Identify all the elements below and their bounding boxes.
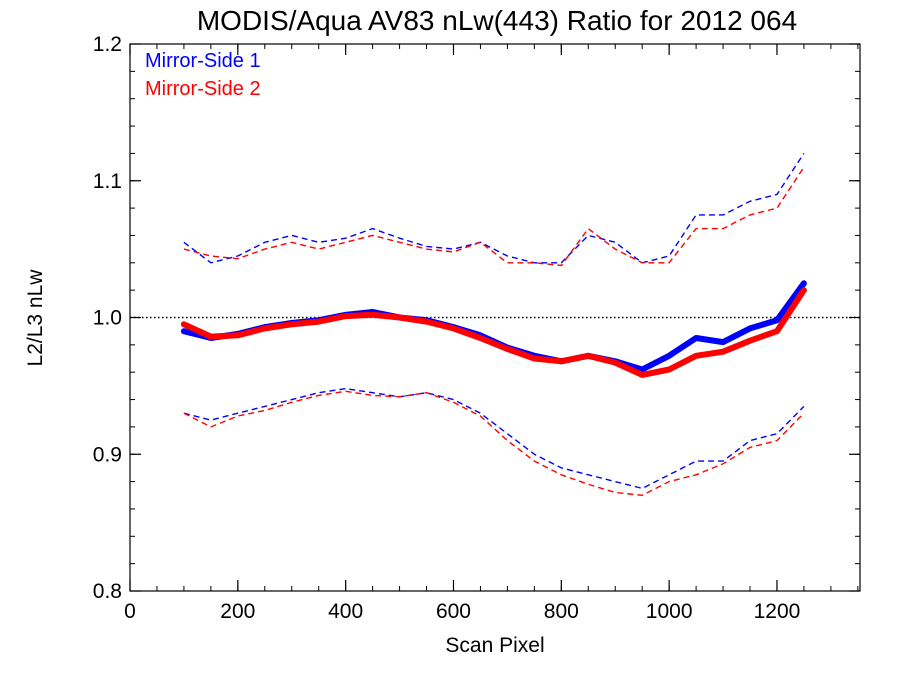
legend: Mirror-Side 1 Mirror-Side 2 — [145, 50, 261, 100]
x-tick-label: 1200 — [754, 600, 801, 623]
chart-title: MODIS/Aqua AV83 nLw(443) Ratio for 2012 … — [197, 5, 797, 36]
y-tick-label: 1.2 — [93, 33, 122, 56]
x-axis-label: Scan Pixel — [445, 634, 544, 657]
y-tick-label: 1.1 — [93, 170, 122, 193]
x-tick-label: 400 — [328, 600, 363, 623]
x-tick-label: 200 — [220, 600, 255, 623]
y-tick-label: 0.9 — [93, 443, 122, 466]
mirror-side-2-upper-envelope — [183, 166, 805, 267]
legend-entry-mirror-side-1: Mirror-Side 1 — [145, 50, 261, 72]
mirror-side-1-upper-envelope — [183, 153, 805, 264]
mirror-side-2-mean-line — [180, 287, 807, 378]
x-tick-label: 0 — [124, 600, 136, 623]
x-axis: 0 200 400 600 800 1000 1200 — [124, 44, 859, 623]
mirror-side-1-lower-envelope — [183, 387, 805, 490]
y-axis: 0.8 0.9 1.0 1.1 1.2 — [93, 33, 860, 603]
x-tick-label: 800 — [544, 600, 579, 623]
mirror-side-2-lower-envelope — [183, 390, 805, 497]
legend-entry-mirror-side-2: Mirror-Side 2 — [145, 78, 261, 100]
plot-area — [129, 43, 861, 592]
y-tick-label: 0.8 — [93, 580, 122, 603]
y-axis-label: L2/L3 nLw — [24, 269, 47, 367]
x-tick-label: 1000 — [646, 600, 693, 623]
y-tick-label: 1.0 — [93, 307, 122, 330]
x-tick-label: 600 — [436, 600, 471, 623]
